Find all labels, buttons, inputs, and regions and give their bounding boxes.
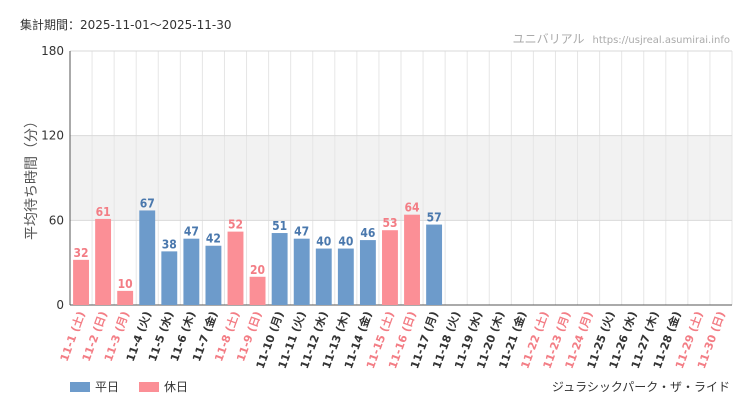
- bar-value-label: 20: [250, 263, 265, 277]
- legend-item-weekday: 平日: [70, 378, 119, 395]
- bar: [183, 238, 200, 305]
- bar-value-label: 53: [382, 216, 397, 230]
- bar-value-label: 47: [184, 225, 199, 239]
- legend: 平日 休日: [70, 378, 208, 395]
- bar-value-label: 10: [118, 277, 133, 291]
- bar-value-label: 38: [162, 237, 177, 251]
- legend-item-holiday: 休日: [139, 378, 188, 395]
- bar-value-label: 67: [140, 196, 155, 210]
- legend-swatch-holiday: [139, 381, 160, 392]
- bar: [426, 224, 443, 305]
- bar-value-label: 64: [405, 201, 421, 215]
- bar: [271, 233, 288, 305]
- bar: [227, 231, 244, 305]
- bar-value-label: 51: [272, 219, 287, 233]
- y-tick-label: 180: [41, 44, 64, 58]
- bar: [382, 230, 398, 305]
- bar-value-label: 42: [206, 232, 221, 246]
- bar: [95, 218, 112, 305]
- bar: [73, 259, 89, 305]
- bar-value-label: 52: [228, 218, 243, 232]
- bar: [205, 245, 222, 305]
- legend-label-holiday: 休日: [164, 380, 189, 394]
- y-tick-label: 120: [41, 129, 64, 143]
- bar-value-label: 57: [427, 211, 442, 225]
- bar: [293, 238, 310, 305]
- bar-value-label: 40: [338, 235, 353, 249]
- bar-value-label: 40: [316, 235, 331, 249]
- bar-value-label: 47: [294, 225, 309, 239]
- legend-label-weekday: 平日: [95, 380, 120, 394]
- bar: [359, 240, 376, 305]
- bar-value-label: 32: [74, 246, 89, 260]
- bar-value-label: 46: [360, 226, 375, 240]
- period-label: 集計期間：2025-11-01～2025-11-30: [20, 18, 232, 32]
- y-tick-label: 0: [56, 298, 64, 312]
- bar: [139, 210, 156, 305]
- bar: [117, 290, 134, 305]
- bar: [404, 214, 420, 305]
- watermark-site: https://usjreal.asumirai.info: [592, 35, 730, 46]
- bar: [249, 276, 266, 305]
- bar: [315, 248, 332, 305]
- watermark: ユニバリアル https://usjreal.asumirai.info: [513, 30, 730, 47]
- bar-value-label: 61: [96, 205, 111, 219]
- bar: [161, 251, 178, 305]
- bar: [337, 248, 354, 305]
- legend-swatch-weekday: [70, 381, 90, 392]
- ride-name: ジュラシックパーク・ザ・ライド: [551, 380, 730, 394]
- watermark-title: ユニバリアル: [512, 32, 585, 46]
- y-tick-label: 60: [49, 213, 64, 227]
